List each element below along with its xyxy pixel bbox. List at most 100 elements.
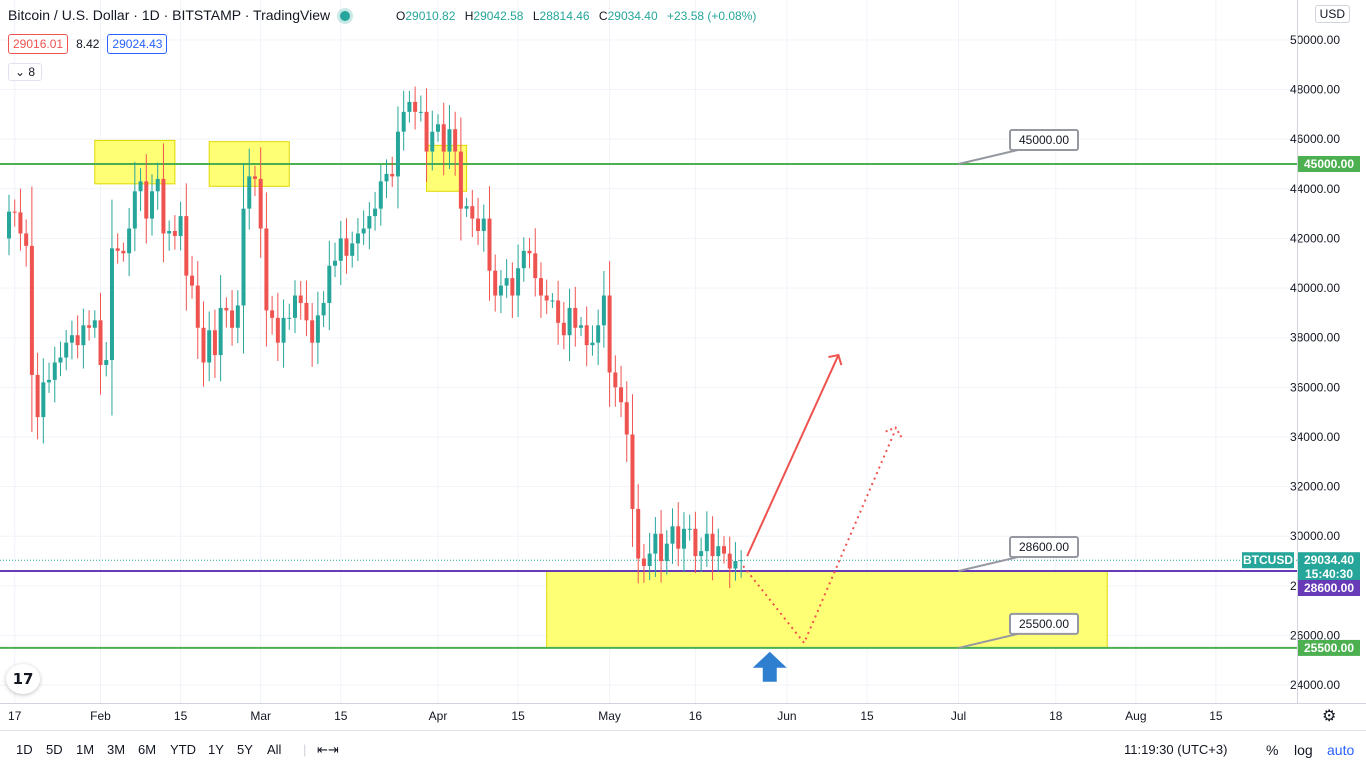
candle-body — [538, 278, 543, 296]
candle-body — [630, 434, 635, 509]
candle-body — [704, 533, 709, 552]
logo-text: 17 — [12, 670, 34, 688]
candle-body — [607, 295, 612, 373]
time-axis[interactable]: 17 Feb 15 Mar 15 Apr 15 May 16 Jun 15 Jul 18 Aug 15 — [0, 703, 1366, 724]
indicators-count: 8 — [28, 65, 36, 79]
candle-body — [418, 111, 423, 113]
range-all[interactable]: All — [267, 742, 282, 757]
candle-body — [670, 526, 675, 544]
y-tick-label: 26000.00 — [1290, 629, 1340, 643]
candle-body — [41, 382, 46, 418]
x-tick-label: 15 — [860, 709, 874, 723]
candle-body — [716, 546, 721, 557]
y-tick-label: 40000.00 — [1290, 281, 1340, 295]
candle-body — [150, 191, 154, 219]
x-tick-label: Mar — [250, 709, 271, 723]
y-tick-label: 48000.00 — [1290, 83, 1340, 97]
x-tick-label: 18 — [1049, 709, 1063, 723]
symbol-title: Bitcoin / U.S. Dollar · 1D · BITSTAMP · … — [8, 7, 331, 23]
candle-body — [172, 230, 177, 236]
tradingview-logo-icon[interactable]: 17 — [6, 664, 40, 694]
candle-body — [619, 387, 624, 403]
y-tick-label: 34000.00 — [1290, 430, 1340, 444]
callout-25500-box — [1009, 612, 1079, 635]
candle-body — [378, 181, 383, 209]
auto-toggle[interactable]: auto — [1327, 742, 1355, 758]
candle-body — [681, 528, 686, 549]
range-ytd[interactable]: YTD — [170, 742, 196, 757]
candle-body — [676, 526, 681, 549]
x-tick-label: Apr — [429, 709, 448, 723]
date-range-icon[interactable]: ⇤⇥ — [317, 742, 339, 757]
price-chart[interactable]: 45000.00 28600.00 25500.00 24000.00 26000.0… — [0, 0, 1366, 730]
open-value: 29010.82 — [405, 9, 456, 23]
candle-body — [190, 275, 195, 286]
candle-body — [504, 278, 509, 286]
y-tick-label: 24000.00 — [1290, 678, 1340, 692]
candle-body — [310, 320, 315, 343]
currency-selector[interactable]: USD — [1314, 5, 1350, 23]
buy-button[interactable]: 29024.43 — [107, 34, 168, 54]
candle-body — [613, 372, 618, 388]
candle-body — [579, 325, 583, 328]
candle-body — [167, 230, 172, 234]
range-1y[interactable]: 1Y — [208, 742, 224, 757]
x-tick-label: 15 — [334, 709, 348, 723]
candle-body — [641, 558, 646, 567]
price-axis[interactable]: 24000.0026000.0028000.0030000.0032000.00… — [1242, 0, 1360, 703]
candle-body — [699, 551, 704, 557]
candle-body — [510, 278, 515, 296]
candle-body — [115, 248, 120, 251]
x-tick-label: Jun — [777, 709, 796, 723]
x-tick-label: 15 — [511, 709, 525, 723]
candle-body — [395, 131, 400, 177]
log-toggle[interactable]: log — [1294, 742, 1313, 758]
y-tick-label: 38000.00 — [1290, 331, 1340, 345]
candle-body — [184, 216, 189, 276]
range-6m[interactable]: 6M — [138, 742, 157, 757]
range-3m[interactable]: 3M — [107, 742, 126, 757]
candle-body — [567, 307, 572, 336]
y-tick-label: 44000.00 — [1290, 182, 1340, 196]
candle-body — [298, 295, 303, 303]
candle-body — [367, 216, 372, 229]
candle-body — [390, 173, 395, 177]
candle-body — [327, 265, 332, 303]
range-1m[interactable]: 1M — [76, 742, 95, 757]
candle-body — [109, 248, 114, 361]
y-tick-label: 30000.00 — [1290, 529, 1340, 543]
candle-body — [104, 360, 109, 365]
candle-body — [350, 243, 355, 256]
candle-body — [441, 124, 446, 152]
candle-body — [241, 208, 246, 306]
range-5y[interactable]: 5Y — [237, 742, 253, 757]
callout-45000-pointer — [958, 149, 1019, 165]
candle-body — [550, 300, 555, 302]
candle-body — [664, 543, 669, 562]
percent-toggle[interactable]: % — [1266, 742, 1279, 758]
candle-body — [693, 528, 698, 557]
range-5d[interactable]: 5D — [46, 742, 63, 757]
callout-45000-box — [1009, 128, 1079, 151]
callout-28600-pointer — [958, 556, 1019, 572]
candle-body — [12, 211, 17, 213]
gear-icon[interactable]: ⚙ — [1322, 708, 1337, 725]
clock-display[interactable]: 11:19:30 (UTC+3) — [1124, 742, 1228, 757]
sell-button[interactable]: 29016.01 — [8, 34, 69, 54]
candle-body — [138, 181, 143, 192]
axis-label-last-price: 29034.40 — [1304, 553, 1354, 567]
axis-label-25500: 25500.00 — [1304, 641, 1354, 655]
forecast-arrows — [742, 353, 903, 682]
range-1d[interactable]: 1D — [16, 742, 33, 757]
axis-label-25500-bg — [1298, 639, 1360, 656]
candle-body — [407, 101, 412, 112]
candle-body — [733, 561, 738, 569]
candle-body — [436, 124, 440, 132]
forecast-arrow-dotted — [742, 429, 897, 645]
candle-body — [659, 533, 664, 562]
indicators-toggle[interactable]: ⌄ 8 — [8, 63, 43, 81]
candle-body — [653, 533, 658, 554]
candle-body — [252, 176, 257, 179]
candle-body — [481, 218, 486, 231]
forecast-arrowhead-dotted — [885, 426, 903, 439]
